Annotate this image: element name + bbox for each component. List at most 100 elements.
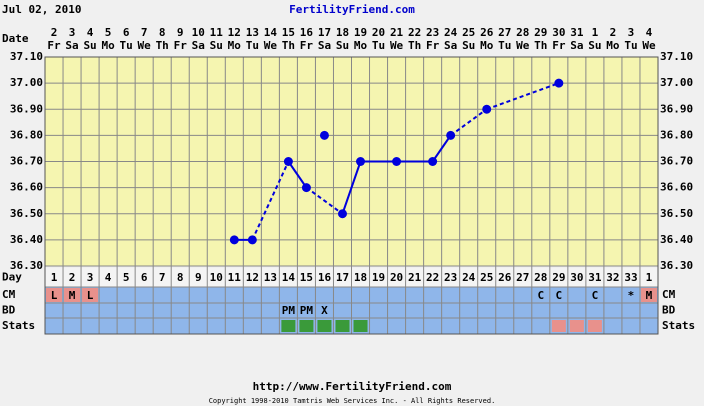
weekday-label: Sa <box>192 39 205 52</box>
date-label: 27 <box>498 26 511 39</box>
date-label: 20 <box>372 26 385 39</box>
date-label: 29 <box>534 26 547 39</box>
day-label: 15 <box>300 271 313 284</box>
weekday-label: Tu <box>120 39 133 52</box>
temp-connector <box>486 82 560 111</box>
date-label: 2 <box>51 26 58 39</box>
day-label: 25 <box>480 271 493 284</box>
day-label: 20 <box>390 271 403 284</box>
date-label: 21 <box>390 26 404 39</box>
bd-entry: PM <box>282 304 296 317</box>
cm-cell <box>82 288 99 302</box>
date-label: 19 <box>354 26 367 39</box>
weekday-label: Fr <box>426 39 440 52</box>
cm-entry: * <box>628 289 635 302</box>
day-label: 17 <box>336 271 349 284</box>
y-tick-label: 36.40 <box>10 233 43 246</box>
cm-entry: L <box>87 289 94 302</box>
weekday-label: Tu <box>246 39 259 52</box>
temp-point <box>392 157 402 166</box>
day-label: 30 <box>570 271 583 284</box>
cm-entry: L <box>51 289 58 302</box>
date-label: 11 <box>210 26 224 39</box>
weekday-label: Su <box>588 39 601 52</box>
weekday-label: Tu <box>624 39 637 52</box>
day-label: 28 <box>534 271 547 284</box>
date-label: 4 <box>646 26 653 39</box>
day-label: 5 <box>123 271 130 284</box>
weekday-label: We <box>138 39 152 52</box>
day-label: 31 <box>588 271 602 284</box>
cm-entry: M <box>69 289 76 302</box>
temp-connector <box>305 186 344 215</box>
weekday-label: Th <box>156 39 169 52</box>
row-label: CM <box>2 288 16 301</box>
weekday-label: Fr <box>552 39 566 52</box>
cm-cell <box>46 288 63 302</box>
weekday-label: Tu <box>372 39 385 52</box>
date-label: 5 <box>105 26 112 39</box>
stats-cell <box>281 320 296 332</box>
weekday-label: Sa <box>318 39 331 52</box>
date-label: 16 <box>300 26 314 39</box>
day-label: 22 <box>426 271 439 284</box>
stats-cell <box>353 320 368 332</box>
day-label: 12 <box>246 271 259 284</box>
cm-entry: C <box>556 289 563 302</box>
temp-point <box>247 235 257 245</box>
day-label: 29 <box>552 271 565 284</box>
weekday-label: Sa <box>65 39 78 52</box>
date-label: 23 <box>426 26 439 39</box>
day-label: 13 <box>264 271 277 284</box>
cm-entry: C <box>592 289 599 302</box>
cm-cell <box>64 288 81 302</box>
temp-point <box>301 183 311 193</box>
day-label: 11 <box>228 271 242 284</box>
row-label: Day <box>2 271 22 284</box>
temp-point <box>356 157 366 166</box>
temp-connector <box>287 160 308 189</box>
temp-point <box>446 130 456 140</box>
weekday-label: We <box>642 39 656 52</box>
weekday-label: Tu <box>498 39 511 52</box>
day-label: 23 <box>444 271 457 284</box>
row-label: BD <box>2 304 16 317</box>
weekday-label: We <box>390 39 404 52</box>
stats-cell <box>587 320 602 332</box>
day-label: 24 <box>462 271 476 284</box>
bd-entry: PM <box>300 304 314 317</box>
date-label: 13 <box>246 26 259 39</box>
temp-point <box>319 130 329 140</box>
y-tick-label: 37.10 <box>10 50 43 63</box>
footer-url: http://www.FertilityFriend.com <box>253 380 452 393</box>
weekday-label: Mo <box>228 39 242 52</box>
footer-copyright: Copyright 1998-2010 Tamtris Web Services… <box>209 397 496 405</box>
day-label: 6 <box>141 271 148 284</box>
y-tick-label: 36.70 <box>660 155 693 168</box>
weekday-label: Mo <box>101 39 115 52</box>
temp-connector <box>341 161 362 215</box>
temp-point <box>554 78 564 88</box>
y-tick-label: 36.30 <box>660 259 693 272</box>
day-label: 16 <box>318 271 332 284</box>
date-label: 17 <box>318 26 331 39</box>
row-label: CM <box>662 288 676 301</box>
date-label: 3 <box>628 26 635 39</box>
weekday-label: Th <box>534 39 547 52</box>
day-label: 21 <box>408 271 422 284</box>
weekday-label: Mo <box>354 39 368 52</box>
chart-date: Jul 02, 2010 <box>2 3 81 16</box>
temp-connector <box>450 108 488 137</box>
weekday-label: Su <box>336 39 349 52</box>
temp-point <box>229 235 239 245</box>
y-tick-label: 36.50 <box>10 207 43 220</box>
stats-cell <box>569 320 584 332</box>
date-label: 6 <box>123 26 130 39</box>
y-tick-label: 36.70 <box>10 155 43 168</box>
date-label: 31 <box>570 26 584 39</box>
date-label: 7 <box>141 26 148 39</box>
date-label: 28 <box>516 26 529 39</box>
temp-point <box>428 157 438 166</box>
weekday-label: Th <box>282 39 295 52</box>
weekday-label: Su <box>462 39 475 52</box>
